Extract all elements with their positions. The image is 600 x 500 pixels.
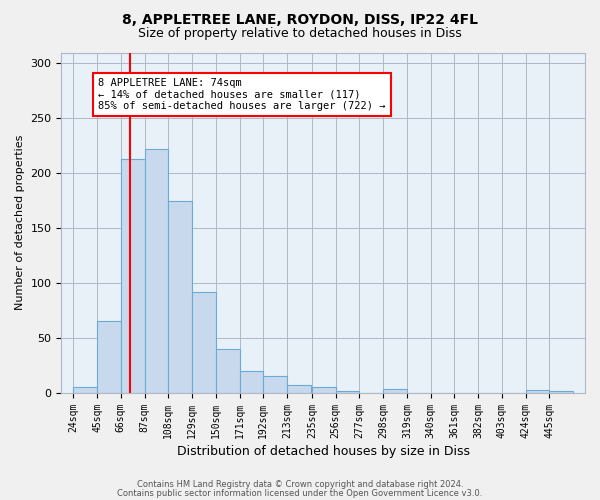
Bar [192,292,216,392]
Bar [73,387,97,392]
Text: 8, APPLETREE LANE, ROYDON, DISS, IP22 4FL: 8, APPLETREE LANE, ROYDON, DISS, IP22 4F… [122,12,478,26]
Bar [263,376,287,392]
Bar [168,200,192,392]
Text: Size of property relative to detached houses in Diss: Size of property relative to detached ho… [138,28,462,40]
Text: Contains HM Land Registry data © Crown copyright and database right 2024.: Contains HM Land Registry data © Crown c… [137,480,463,489]
Bar [97,322,121,392]
Bar [216,348,239,393]
Bar [145,149,168,392]
Bar [121,159,145,392]
Bar [287,385,311,392]
Bar [239,370,263,392]
Text: Contains public sector information licensed under the Open Government Licence v3: Contains public sector information licen… [118,489,482,498]
Bar [312,387,335,392]
Bar [383,390,407,392]
Text: 8 APPLETREE LANE: 74sqm
← 14% of detached houses are smaller (117)
85% of semi-d: 8 APPLETREE LANE: 74sqm ← 14% of detache… [98,78,386,111]
X-axis label: Distribution of detached houses by size in Diss: Distribution of detached houses by size … [177,444,470,458]
Bar [526,390,550,392]
Y-axis label: Number of detached properties: Number of detached properties [15,135,25,310]
